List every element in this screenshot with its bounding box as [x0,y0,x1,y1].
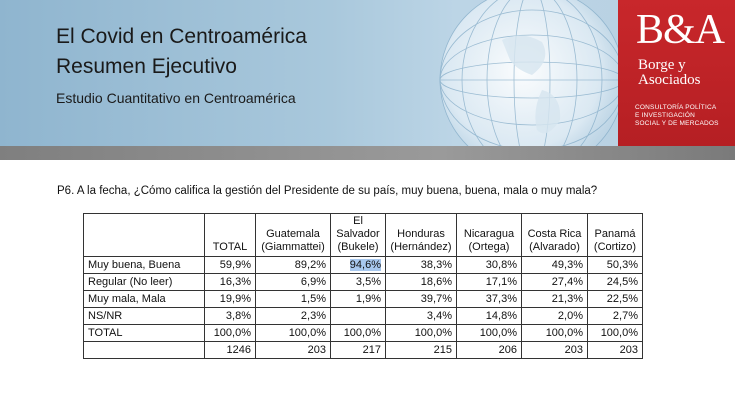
table-cell: 50,3% [587,256,643,274]
row-label: Muy buena, Buena [83,256,205,274]
table-cell: 94,6% [330,256,386,274]
row-label: NS/NR [83,307,205,325]
survey-question: P6. A la fecha, ¿Cómo califica la gestió… [57,185,598,197]
col-header-panama: Panamá (Cortizo) [587,213,643,257]
table-cell: 215 [385,341,457,359]
ba-logo: B&A [636,7,725,53]
table-cell: 203 [521,341,588,359]
table-cell: 3,4% [385,307,457,325]
table-cell: 100,0% [521,324,588,342]
row-label: Muy mala, Mala [83,290,205,308]
table-cell: 100,0% [456,324,522,342]
col-header-el-salvador: El Salvador (Bukele) [330,213,386,257]
table-row: Muy mala, Mala 19,9% 1,5% 1,9% 39,7% 37,3% 21,… [83,290,643,308]
report-header-banner: El Covid en Centroamérica Resumen Ejecut… [0,0,735,146]
table-cell: 6,9% [255,273,331,291]
brand-tagline-1: CONSULTORÍA POLÍTICA [635,104,717,111]
brand-tagline: CONSULTORÍA POLÍTICA E INVESTIGACIÓN SOC… [635,104,719,128]
header-titles: El Covid en Centroamérica Resumen Ejecut… [56,22,307,106]
table-cell: 203 [255,341,331,359]
table-row: NS/NR 3,8% 2,3% 3,4% 14,8% 2,0% 2,7% [83,307,643,325]
col-header-nicaragua: Nicaragua (Ortega) [456,213,522,257]
row-label: Regular (No leer) [83,273,205,291]
table-cell: 22,5% [587,290,643,308]
report-subtitle: Resumen Ejecutivo [56,55,237,78]
brand-name: Borge y Asociados [638,58,701,88]
table-cell: 39,7% [385,290,457,308]
table-cell: 203 [587,341,643,359]
table-cell: 14,8% [456,307,522,325]
table-cell: 1246 [204,341,256,359]
table-cell: 100,0% [587,324,643,342]
table-cell: 49,3% [521,256,588,274]
table-row: Regular (No leer) 16,3% 6,9% 3,5% 18,6% 17,1%… [83,273,643,291]
table-cell: 21,3% [521,290,588,308]
table-cell: 2,0% [521,307,588,325]
table-cell: 24,5% [587,273,643,291]
col-header-guatemala: Guatemala (Giammattei) [255,213,331,257]
globe-graphic [439,0,625,146]
table-cell: 19,9% [204,290,256,308]
table-cell: 1,5% [255,290,331,308]
brand-name-line1: Borge y [638,57,686,73]
table-cell [330,307,386,325]
table-cell: 100,0% [204,324,256,342]
table-cell: 2,3% [255,307,331,325]
table-cell: 3,5% [330,273,386,291]
table-cell: 3,8% [204,307,256,325]
table-cell: 217 [330,341,386,359]
table-cell: 206 [456,341,522,359]
table-cell: 37,3% [456,290,522,308]
table-cell: 1,9% [330,290,386,308]
table-cell: 18,6% [385,273,457,291]
brand-name-line2: Asociados [638,72,701,88]
table-cell: 27,4% [521,273,588,291]
header-empty-cell [83,213,205,257]
table-row: TOTAL 100,0% 100,0% 100,0% 100,0% 100,0% 100,0… [83,324,643,342]
brand-tagline-2: E INVESTIGACIÓN [635,112,696,119]
row-label: TOTAL [83,324,205,342]
results-table: TOTAL Guatemala (Giammattei) El Salvador (B… [83,213,643,359]
table-cell: 100,0% [255,324,331,342]
header-grey-strip [0,146,735,160]
table-header-row: TOTAL Guatemala (Giammattei) El Salvador (B… [83,213,643,257]
col-header-honduras: Honduras (Hernández) [385,213,457,257]
table-cell: 17,1% [456,273,522,291]
col-header-costa-rica: Costa Rica (Alvarado) [521,213,588,257]
row-label [83,341,205,359]
table-cell: 100,0% [330,324,386,342]
table-row: Muy buena, Buena 59,9% 89,2% 94,6% 38,3% 30,8… [83,256,643,274]
table-cell: 59,9% [204,256,256,274]
col-header-total: TOTAL [204,213,256,257]
study-description: Estudio Cuantitativo en Centroamérica [56,90,296,106]
table-cell: 16,3% [204,273,256,291]
brand-logo-panel: B&A Borge y Asociados CONSULTORÍA POLÍTI… [618,0,735,146]
table-cell: 2,7% [587,307,643,325]
table-cell: 100,0% [385,324,457,342]
table-row: 1246 203 217 215 206 203 203 [83,341,643,359]
brand-tagline-3: SOCIAL Y DE MERCADOS [635,120,719,127]
table-cell: 89,2% [255,256,331,274]
highlighted-value: 94,6% [349,259,381,271]
report-title: El Covid en Centroamérica [56,25,307,48]
table-body: Muy buena, Buena 59,9% 89,2% 94,6% 38,3% 30,8… [83,256,643,359]
table-cell: 30,8% [456,256,522,274]
table-cell: 38,3% [385,256,457,274]
